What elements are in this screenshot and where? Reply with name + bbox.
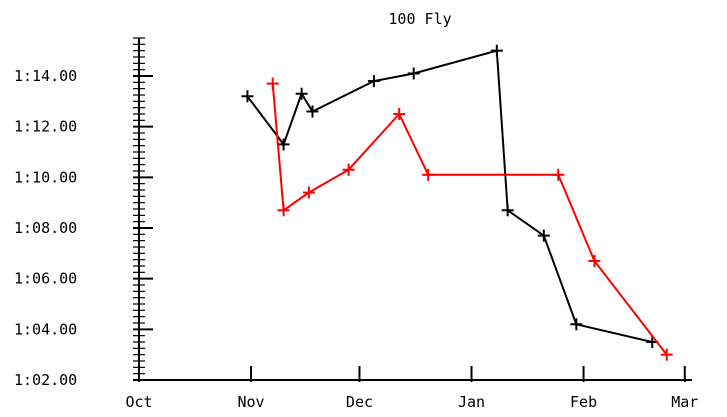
- y-tick-label: 1:08.00: [14, 219, 77, 237]
- data-point: [537, 229, 550, 242]
- y-tick-label: 1:04.00: [14, 320, 77, 338]
- x-tick-label: Oct: [125, 393, 152, 411]
- data-point: [306, 105, 319, 118]
- chart-title: 100 Fly: [388, 10, 451, 28]
- y-tick-label: 1:02.00: [14, 371, 77, 389]
- x-tick-label: Feb: [570, 393, 597, 411]
- y-tick-label: 1:12.00: [14, 118, 77, 136]
- x-tick-label: Dec: [346, 393, 373, 411]
- series-line: [271, 83, 668, 356]
- x-tick-label: Jan: [458, 393, 485, 411]
- data-point: [367, 75, 380, 88]
- y-ticks: 1:02.00 1:04.00 1:06.00 1:08.00 1:10.00 1:12.…: [14, 67, 153, 389]
- x-ticks: Oct Nov Dec Jan Feb Mar: [125, 366, 698, 411]
- data-point: [407, 67, 420, 80]
- series-2: [266, 77, 673, 361]
- y-minor-ticks: [133, 37, 145, 381]
- y-tick-label: 1:06.00: [14, 270, 77, 288]
- data-point: [501, 204, 514, 217]
- data-point: [393, 108, 406, 120]
- data-point: [277, 138, 290, 151]
- data-point: [570, 318, 583, 331]
- data-point: [588, 254, 601, 267]
- data-point: [490, 44, 503, 57]
- x-tick-label: Nov: [237, 393, 264, 411]
- data-point: [241, 90, 254, 103]
- data-point: [660, 348, 673, 361]
- data-point: [422, 168, 435, 181]
- y-tick-label: 1:14.00: [14, 67, 77, 85]
- data-point: [552, 168, 565, 181]
- series-layer: [241, 44, 673, 361]
- data-point: [277, 204, 290, 217]
- data-point: [295, 87, 308, 100]
- x-tick-label: Mar: [671, 393, 698, 411]
- data-point: [342, 163, 355, 176]
- y-tick-label: 1:10.00: [14, 168, 77, 186]
- data-point: [266, 77, 279, 90]
- data-point: [302, 186, 315, 199]
